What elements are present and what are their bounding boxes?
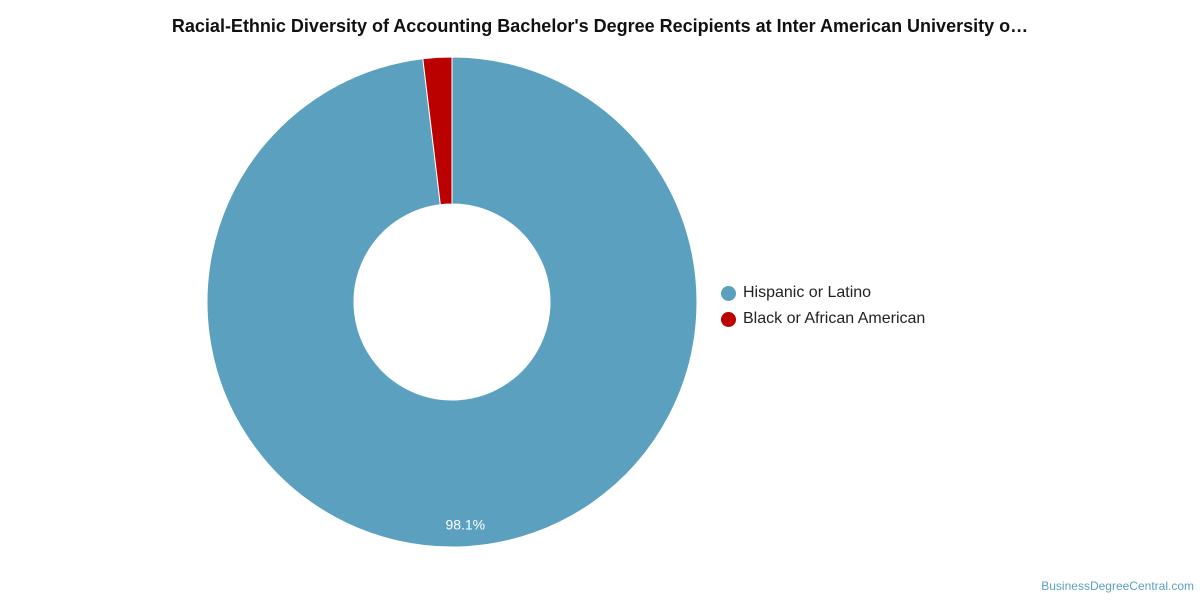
legend-swatch <box>721 311 736 327</box>
donut-slice-hispanic-or-latino[interactable] <box>206 56 698 548</box>
source-label[interactable]: BusinessDegreeCentral.com <box>1041 579 1194 593</box>
donut-slice-black-or-african-american[interactable] <box>422 56 453 206</box>
chart-title: Racial-Ethnic Diversity of Accounting Ba… <box>171 16 1029 36</box>
legend-item[interactable]: Hispanic or Latino <box>721 280 925 306</box>
legend: Hispanic or Latino Black or African Ameri… <box>721 280 925 332</box>
data-label: 98.1% <box>445 517 485 533</box>
legend-label: Hispanic or Latino <box>743 284 872 301</box>
legend-item[interactable]: Black or African American <box>721 306 925 332</box>
legend-swatch <box>721 285 736 301</box>
legend-label: Black or African American <box>743 310 926 327</box>
